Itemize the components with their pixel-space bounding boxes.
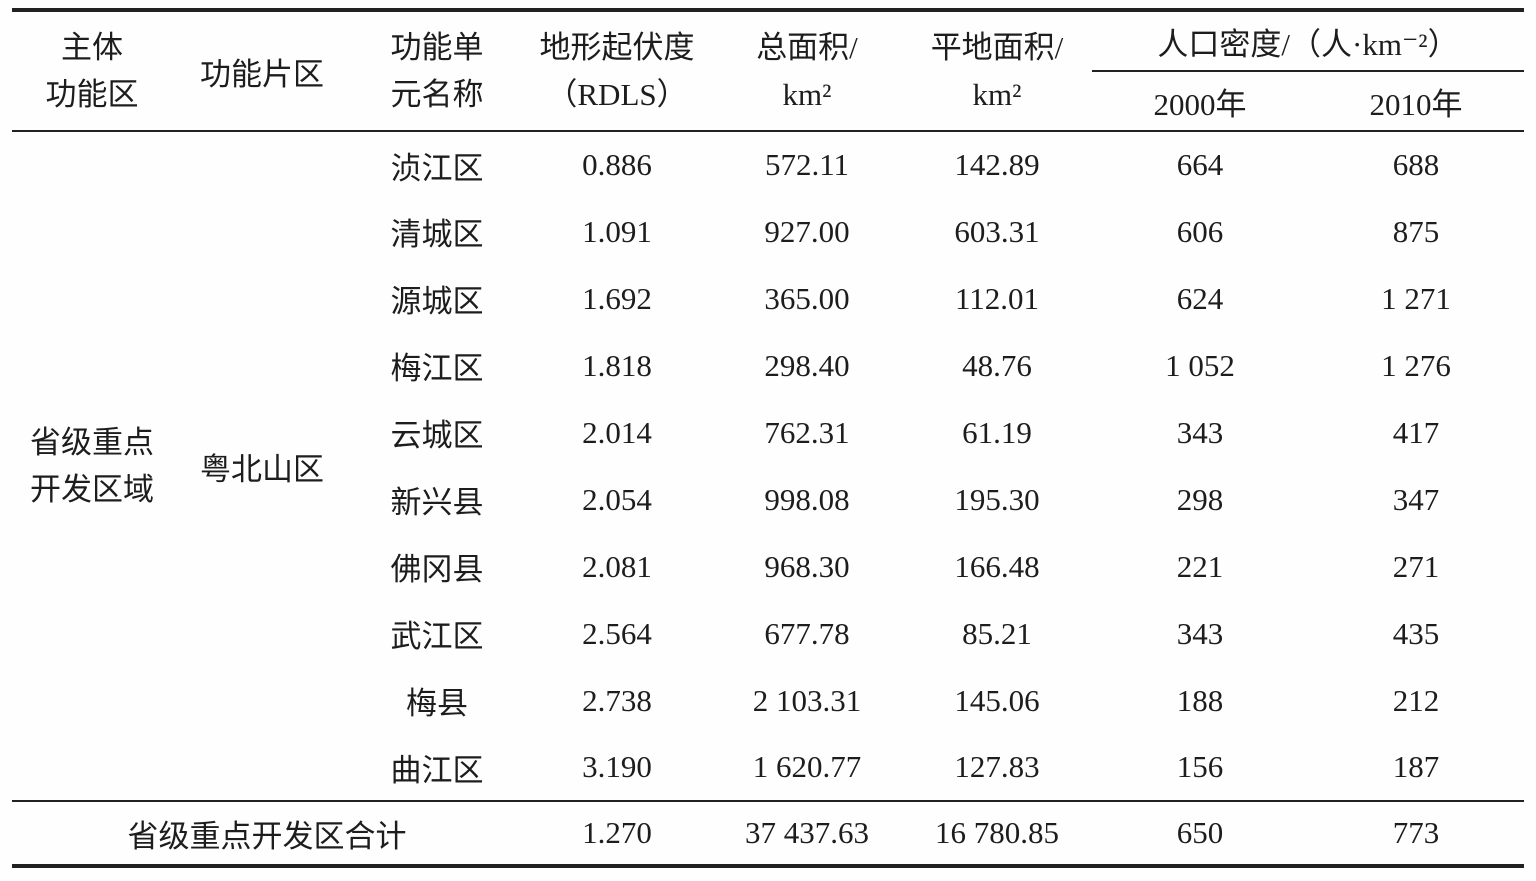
unit-name-cell: 源城区 [390,284,484,319]
total-area-cell: 298.40 [764,347,850,383]
unit-name-cell: 云城区 [390,418,484,453]
rdls-cell: 2.014 [582,414,652,450]
table-row: 源城区 1.692 365.00 112.01 624 1 271 [12,265,1524,332]
total-area-cell: 677.78 [764,615,850,651]
header-functional-area: 功能片区 [172,10,352,132]
density-2010-cell: 271 [1392,548,1440,584]
density-2000-cell: 188 [1176,682,1224,718]
table-header: 主体 功能区 功能片区 功能单 元名称 地形起伏度 （RDLS） 总面积/ km… [12,10,1524,132]
table-row: 曲江区 3.190 1 620.77 127.83 156 187 [12,734,1524,801]
unit-name-cell: 梅县 [406,686,468,721]
rdls-cell: 1.818 [582,347,652,383]
header-rdls: 地形起伏度 （RDLS） [522,10,712,132]
flat-area-cell: 112.01 [954,280,1040,316]
unit-name-cell: 曲江区 [390,752,484,788]
header-main-zone: 主体 功能区 [12,10,172,132]
flat-area-cell: 127.83 [954,749,1040,784]
total-area-cell: 572.11 [764,147,850,182]
table-row: 云城区 2.014 762.31 61.19 343 417 [12,399,1524,466]
table-row: 省级重点 开发区域 粤北山区 浈江区 0.886 572.11 142.89 6… [12,131,1524,507]
density-2010-cell: 187 [1392,749,1440,784]
rdls-cell: 1.692 [582,280,652,316]
header-row-1: 主体 功能区 功能片区 功能单 元名称 地形起伏度 （RDLS） 总面积/ km… [12,10,1524,132]
header-year-2000: 2000年 [1092,71,1308,132]
table-row: 佛冈县 2.081 968.30 166.48 221 271 [12,533,1524,600]
density-2000-cell: 1 052 [1165,347,1235,383]
header-row-2: 2000年 2010年 [12,71,1524,132]
total-total-area-cell: 37 437.63 [712,800,902,866]
header-total-area: 总面积/ km² [712,10,902,132]
flat-area-cell: 166.48 [954,548,1040,584]
density-2000-cell: 156 [1176,749,1224,784]
table-footer: 省级重点开发区合计 1.270 37 437.63 16 780.85 650 … [12,800,1524,866]
total-area-cell: 998.08 [764,481,850,517]
density-2010-cell: 212 [1392,682,1440,718]
density-2000-cell: 343 [1176,414,1224,450]
functional-area-cell: 粤北山区 [200,451,324,487]
total-flat-area-cell: 16 780.85 [902,800,1092,866]
density-2000-cell: 606 [1176,213,1224,249]
density-2010-cell: 435 [1392,615,1440,651]
total-area-cell: 2 103.31 [752,682,862,718]
total-area-cell: 762.31 [764,414,850,450]
total-area-cell: 968.30 [764,548,850,584]
total-rdls-cell: 1.270 [522,800,712,866]
density-2010-cell: 1 276 [1381,347,1451,383]
unit-name-cell: 清城区 [390,217,484,252]
density-2000-cell: 298 [1176,481,1224,517]
main-zone-cell: 省级重点 开发区域 [30,425,154,507]
flat-area-cell: 48.76 [962,347,1032,383]
total-label-cell: 省级重点开发区合计 [12,800,522,866]
rdls-cell: 3.190 [582,749,652,784]
flat-area-cell: 145.06 [954,682,1040,718]
unit-name-cell: 武江区 [390,619,484,654]
header-population-density-group: 人口密度/（人·km⁻²） [1092,10,1524,72]
total-density-2010-cell: 773 [1308,800,1524,866]
unit-name-cell: 浈江区 [390,150,484,186]
rdls-cell: 2.738 [582,682,652,718]
rdls-cell: 2.081 [582,548,652,584]
flat-area-cell: 85.21 [962,615,1032,651]
rdls-cell: 2.564 [582,615,652,651]
flat-area-cell: 603.31 [954,213,1040,249]
table-row: 武江区 2.564 677.78 85.21 343 435 [12,600,1524,667]
total-area-cell: 927.00 [764,213,850,249]
rdls-cell: 2.054 [582,481,652,517]
density-2010-cell: 1 271 [1381,280,1451,316]
total-area-cell: 365.00 [764,280,850,316]
total-area-cell: 1 620.77 [752,749,862,784]
table-row: 清城区 1.091 927.00 603.31 606 875 [12,198,1524,265]
table-body: 省级重点 开发区域 粤北山区 浈江区 0.886 572.11 142.89 6… [12,131,1524,801]
density-2000-cell: 221 [1176,548,1224,584]
header-unit-name: 功能单 元名称 [352,10,522,132]
density-2010-cell: 347 [1392,481,1440,517]
header-year-2010: 2010年 [1308,71,1524,132]
density-2000-cell: 664 [1176,147,1224,182]
rdls-cell: 1.091 [582,213,652,249]
density-2010-cell: 875 [1392,213,1440,249]
header-flat-area: 平地面积/ km² [902,10,1092,132]
table-row: 新兴县 2.054 998.08 195.30 298 347 [12,466,1524,533]
unit-name-cell: 梅江区 [390,351,484,386]
table-row: 梅县 2.738 2 103.31 145.06 188 212 [12,667,1524,734]
regional-development-table: 主体 功能区 功能片区 功能单 元名称 地形起伏度 （RDLS） 总面积/ km… [12,8,1524,868]
table-row: 梅江区 1.818 298.40 48.76 1 052 1 276 [12,332,1524,399]
total-row: 省级重点开发区合计 1.270 37 437.63 16 780.85 650 … [12,800,1524,866]
density-2010-cell: 688 [1392,147,1440,182]
flat-area-cell: 61.19 [962,414,1032,450]
total-density-2000-cell: 650 [1092,800,1308,866]
density-2010-cell: 417 [1392,414,1440,450]
density-2000-cell: 343 [1176,615,1224,651]
flat-area-cell: 142.89 [954,147,1040,182]
flat-area-cell: 195.30 [954,481,1040,517]
rdls-cell: 0.886 [582,147,652,182]
unit-name-cell: 新兴县 [390,485,484,520]
unit-name-cell: 佛冈县 [390,552,484,587]
density-2000-cell: 624 [1176,280,1224,316]
